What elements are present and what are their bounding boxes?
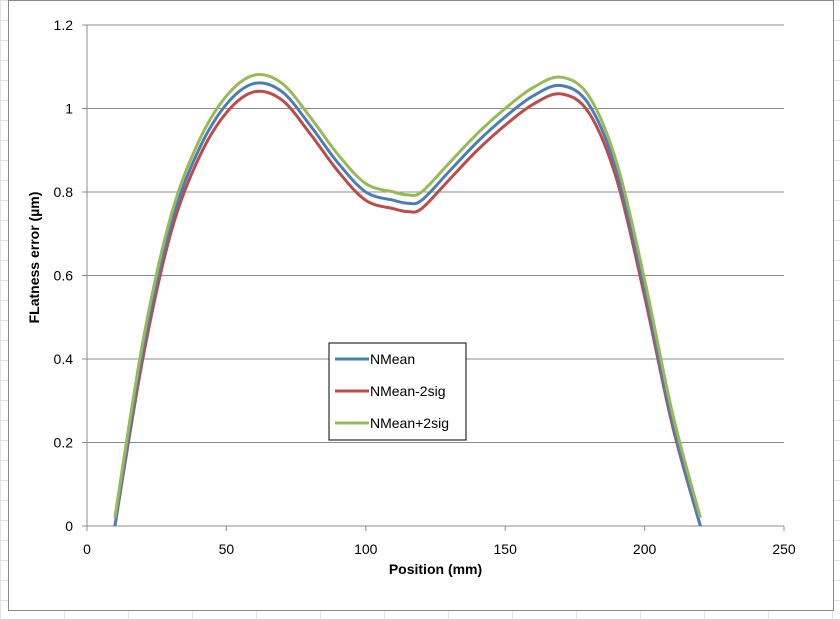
y-tick-label: 0 <box>65 518 73 534</box>
x-tick-label: 50 <box>219 541 235 557</box>
y-tick-label: 0.8 <box>54 184 74 200</box>
legend-label-nmean-2sig: NMean+2sig <box>370 415 449 431</box>
flatness-error-chart: 00.20.40.60.811.20 50 100 150 200 250 NMeanNM… <box>26 17 796 577</box>
series-line-nmean-2sig <box>113 73 702 519</box>
legend[interactable]: NMean NMean-2sig NMean+2sig <box>328 342 467 441</box>
x-tick-label: 150 <box>494 541 518 557</box>
y-tick-label: 0.6 <box>54 268 74 284</box>
y-tick-label: 0.2 <box>54 435 74 451</box>
gridlines <box>87 24 784 443</box>
chart-area[interactable]: 0 0.2 0.4 0.6 0.8 1 1.2 0 50 100 150 200 250 NMean NM… <box>8 0 834 611</box>
axes: 0 0.2 0.4 0.6 0.8 1 1.2 0 50 100 150 200 250 <box>54 17 796 557</box>
x-axis-title: Position (mm) <box>389 561 482 577</box>
y-tick-label: 1.2 <box>54 17 74 33</box>
x-tick-label: 100 <box>354 541 378 557</box>
series-line-nmean <box>113 81 702 527</box>
series-lines <box>113 73 702 527</box>
y-tick-label: 1 <box>65 101 73 117</box>
x-tick-label: 0 <box>83 541 91 557</box>
series-line-nmean-2sig <box>113 89 702 527</box>
x-tick-label: 250 <box>772 541 796 557</box>
x-tick-label: 200 <box>633 541 657 557</box>
legend-label-nmean: NMean <box>370 351 415 367</box>
legend-label-nmean-2sig: NMean-2sig <box>370 383 445 399</box>
y-tick-label: 0.4 <box>54 351 74 367</box>
y-axis-title: FLatness error (µm) <box>26 192 42 324</box>
